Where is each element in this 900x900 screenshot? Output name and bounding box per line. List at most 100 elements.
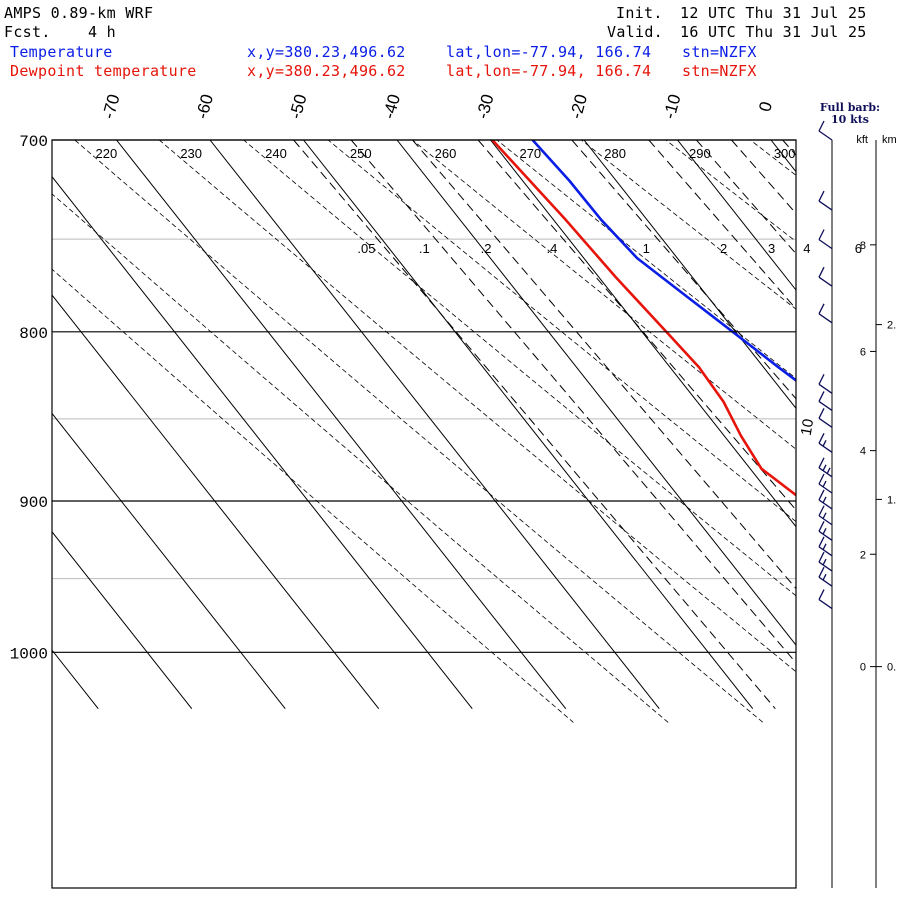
barb-half [822,480,827,488]
mixing-ratio-label: 1 [643,241,650,256]
barb-staff [818,546,833,557]
dry-adiabat [411,140,796,450]
fcst-value: 4 h [88,23,116,41]
wind-barbs: 10 [798,120,833,888]
barb-staff [818,530,833,541]
adiabat-label: 290 [689,146,711,161]
barb-staff [818,483,833,494]
barb-flag [818,190,825,202]
dry-adiabat [580,140,796,310]
sounding-traces [491,140,796,497]
barb-staff [818,499,833,510]
wind-barb [818,408,833,428]
legend-temperature-xy: x,y=380.23,496.62 [247,43,406,61]
isotherm-line [490,140,796,528]
kft-tick-label: 8 [860,240,866,252]
km-tick-label: 2. [887,320,896,332]
adiabat-label: 270 [519,146,541,161]
mixing-ratio-line [412,140,796,590]
barb-flag [818,391,825,402]
wind-barb [818,229,833,250]
grid-lines [0,98,900,723]
barb-half [822,558,827,566]
isotherm-label: -60 [192,92,217,121]
isotherm-label: -30 [473,92,498,121]
wind-barb [818,566,833,587]
isotherm-line [303,140,754,709]
legend-dewpoint-latlon: lat,lon=-77.94, 166.74 [446,62,652,80]
isotherm-label: 0 [755,100,776,114]
kft-tick-label: 2 [860,549,866,561]
barb-staff [818,239,833,250]
legend-dewpoint-xy: x,y=380.23,496.62 [247,62,406,80]
mixing-ratio-label: 6 [855,241,862,256]
barb-staff [818,515,833,526]
wind-barb [818,391,833,411]
dry-adiabat [327,140,796,523]
isotherm-line [677,140,796,291]
barb-staff [818,200,833,211]
wind-barb [818,457,833,478]
barb-half [822,440,827,447]
wind-barb [818,120,833,141]
temperature-line [531,140,796,383]
legend-temperature-name: Temperature [10,43,113,61]
isotherm-line [52,175,473,709]
barb-flag [818,536,825,548]
adiabat-label: 220 [96,146,118,161]
legend-dewpoint-stn: stn=NZFX [682,62,757,80]
legend-dewpoint-name: Dewpoint temperature [10,62,197,80]
isotherm-line [52,530,193,709]
adiabat-label: 300 [774,146,796,161]
wind-barb [818,433,833,453]
dry-adiabat [242,140,796,597]
wind-barb [818,489,833,510]
barb-staff [818,561,833,572]
isotherm-line [0,140,5,709]
pressure-tick-label: 1000 [10,645,48,663]
barb-annotation: 10 [798,418,818,437]
mixing-ratio-label: 3 [768,241,775,256]
barb-staff [818,417,833,428]
barb-flag [818,551,825,563]
barb-note-line1: Full barb: [819,101,881,114]
barb-flag [818,374,825,385]
adiabat-label: 230 [180,146,202,161]
barb-half [822,464,827,472]
mixing-ratio-label: .4 [546,241,557,256]
height-axis-title-kft: kft [856,134,868,146]
barb-staff [818,276,833,287]
barb-half [822,496,827,504]
barb-flag [818,566,825,578]
mixing-ratio-label: .2 [481,241,492,256]
dry-adiabat [665,140,796,243]
mixing-ratio-label: .1 [419,241,430,256]
barb-flag [818,489,825,501]
barb-staff [818,599,833,610]
legend-temperature-latlon: lat,lon=-77.94, 166.74 [446,43,652,61]
dry-adiabat [780,98,900,722]
barb-flag [818,229,825,240]
barb-flag [818,433,825,444]
wind-barb [818,505,833,526]
barb-staff [818,383,833,394]
barb-staff [818,130,833,141]
wind-barb [818,303,833,324]
barb-flag [818,457,825,469]
wind-barb [818,551,833,572]
barb-half [822,543,827,551]
header: AMPS 0.89-km WRF Fcst. 4 h Init. 12 UTC … [0,0,900,82]
barb-staff [818,313,833,324]
legend-temperature-stn: stn=NZFX [682,43,757,61]
mixing-ratio-line [293,140,776,709]
isotherm-line [52,294,380,709]
isotherm-line [396,140,796,646]
isotherm-line [209,140,660,709]
valid-value: 16 UTC Thu 31 Jul 25 [680,23,867,41]
barb-extra [826,467,831,475]
height-axis-title-km: km [882,134,897,146]
pressure-tick-label: 700 [19,133,48,151]
isotherm-line [116,140,567,709]
